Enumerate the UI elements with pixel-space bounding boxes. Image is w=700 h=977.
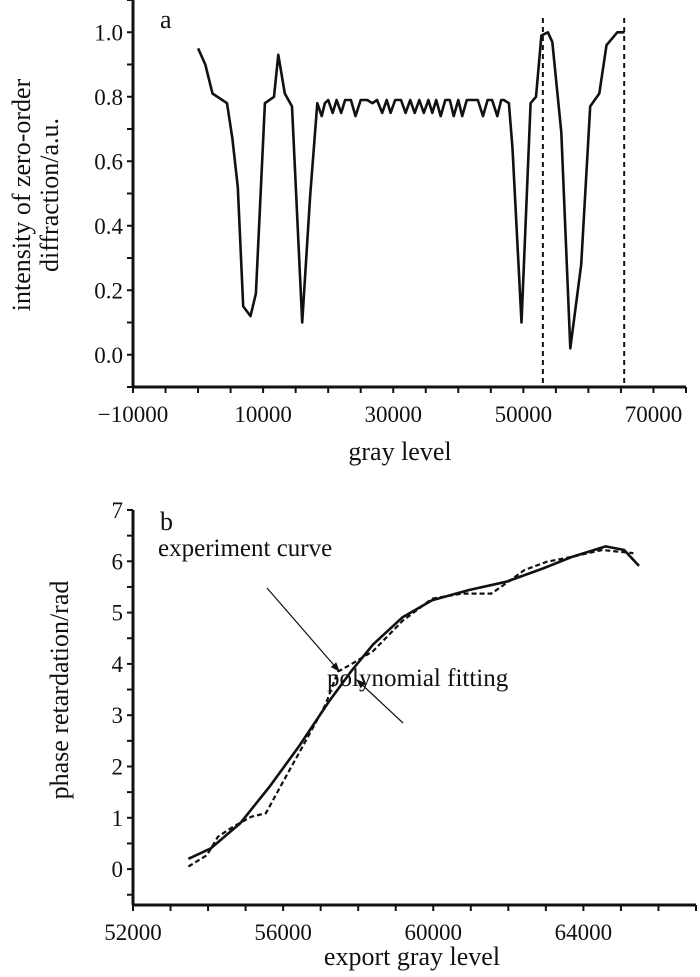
y-axis-title-a-line2: diffraction/a.u. (35, 118, 64, 272)
y-tick-label-b: 7 (112, 498, 124, 523)
panel-label-b: b (160, 507, 173, 536)
series-line-zero-order-intensity (196, 30, 625, 350)
y-tick-label-b: 0 (112, 857, 124, 882)
y-axis-title-b: phase retardation/rad (45, 581, 74, 800)
x-tick-label-b: 56000 (254, 920, 312, 945)
y-tick-label-a: 0.8 (94, 85, 123, 110)
y-tick-label-b: 4 (112, 652, 124, 677)
annotation-arrow-polynomial (356, 679, 404, 724)
x-tick-label-a: 10000 (234, 402, 292, 427)
y-tick-label-b: 6 (112, 549, 124, 574)
series-line-polynomial-fitting (187, 545, 640, 860)
x-tick-label-a: 70000 (625, 402, 683, 427)
y-tick-label-a: 1.0 (94, 20, 123, 45)
y-tick-label-a: 0.4 (94, 214, 123, 239)
y-tick-label-b: 3 (112, 703, 124, 728)
x-axis-title-b: export gray level (324, 942, 500, 971)
annotation-arrow-experiment (266, 587, 340, 672)
series-line-experiment-curve (187, 548, 634, 868)
panel-label-a: a (160, 5, 172, 34)
x-tick-label-b: 64000 (555, 920, 613, 945)
x-axis-title-a: gray level (348, 437, 451, 466)
y-tick-label-a: 0.0 (94, 343, 123, 368)
x-tick-label-a: 30000 (364, 402, 422, 427)
y-tick-label-a: 0.6 (94, 149, 123, 174)
chart-panel-a: a −10000 10000 30000 50000 70000 0.0 0.2 0.4 0.6… (7, 0, 687, 466)
x-tick-label-b: 60000 (405, 920, 463, 945)
x-tick-label-a: −10000 (98, 402, 168, 427)
annotation-polynomial-fitting: polynomial fitting (327, 665, 509, 692)
annotation-experiment-curve: experiment curve (158, 535, 332, 562)
y-tick-label-b: 5 (112, 601, 124, 626)
x-tick-label-a: 50000 (495, 402, 553, 427)
chart-panel-b: b 52000 56000 60000 64000 0 1 2 3 4 5 6 7 export gr… (45, 498, 697, 971)
y-tick-label-b: 2 (112, 754, 124, 779)
y-tick-label-b: 1 (112, 806, 124, 831)
y-axis-title-a-line1: intensity of zero-order (7, 78, 36, 311)
y-tick-label-a: 0.2 (94, 278, 123, 303)
x-tick-label-b: 52000 (104, 920, 162, 945)
